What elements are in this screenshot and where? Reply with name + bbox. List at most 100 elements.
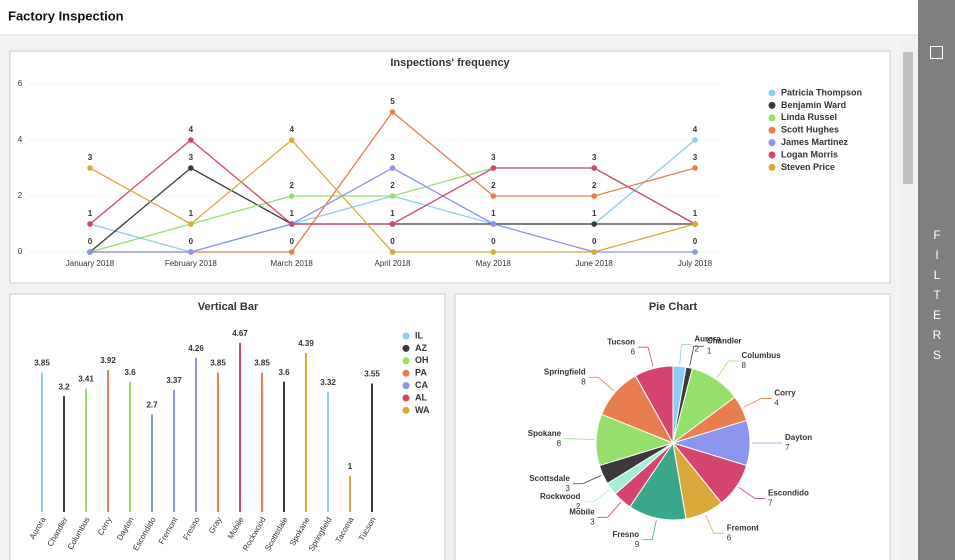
page-title: Factory Inspection <box>8 8 124 23</box>
value-label: 4.39 <box>298 339 314 348</box>
legend-label: Benjamin Ward <box>781 100 846 110</box>
value-label: 3 <box>390 153 395 162</box>
value-label: 3.6 <box>124 368 136 377</box>
value-label: 3 <box>491 153 496 162</box>
value-label: 3.55 <box>364 370 380 379</box>
value-label: 0 <box>88 237 93 246</box>
value-label: 3.2 <box>58 382 70 391</box>
slice-label: Spokane <box>528 429 562 438</box>
legend-label: AL <box>415 392 427 402</box>
value-label: 3.85 <box>34 359 50 368</box>
value-label: 3 <box>88 153 93 162</box>
collapse-button[interactable] <box>930 46 943 59</box>
legend-marker <box>402 332 410 340</box>
bar <box>283 381 285 512</box>
slice-value: 7 <box>785 443 790 452</box>
value-label: 3.41 <box>78 375 94 384</box>
filter-sidebar[interactable]: FILTERS <box>918 0 955 560</box>
legend-label: PA <box>415 368 427 378</box>
value-label: 4.67 <box>232 329 248 338</box>
point <box>490 165 497 171</box>
legend-marker <box>768 163 776 171</box>
x-tick-label: March 2018 <box>271 259 314 268</box>
leader-line <box>689 345 704 366</box>
chart-title: Pie Chart <box>649 301 698 313</box>
value-label: 1 <box>491 209 496 218</box>
legend-marker <box>402 394 410 402</box>
point <box>591 221 597 227</box>
point <box>692 137 698 143</box>
point <box>490 249 497 255</box>
scrollbar-thumb[interactable] <box>903 52 913 184</box>
legend-marker <box>402 344 410 352</box>
point <box>389 165 396 171</box>
value-label: 0 <box>592 237 597 246</box>
value-label: 3.85 <box>210 359 226 368</box>
slice-label: Dayton <box>785 433 812 442</box>
slice-value: 4 <box>774 399 779 408</box>
value-label: 0 <box>189 237 194 246</box>
slice-label: Fremont <box>727 523 759 532</box>
value-label: 0 <box>289 237 294 246</box>
slice-value: 2 <box>576 502 581 511</box>
point <box>591 249 597 255</box>
x-tick-label: April 2018 <box>374 259 411 268</box>
point <box>288 249 295 255</box>
x-tick-label: January 2018 <box>66 259 115 268</box>
leader-line <box>638 346 654 367</box>
x-tick-label: July 2018 <box>678 259 713 268</box>
bar <box>85 388 87 512</box>
bar <box>239 342 241 512</box>
slice-value: 2 <box>694 344 699 353</box>
legend-marker <box>768 101 776 109</box>
legend-label: Patricia Thompson <box>781 87 862 97</box>
slice-value: 1 <box>707 346 712 355</box>
legend-marker <box>768 126 776 134</box>
value-label: 0 <box>390 237 395 246</box>
legend-marker <box>402 357 410 365</box>
point <box>288 193 295 199</box>
slice-label: Rockwood <box>540 492 581 501</box>
leader-line <box>588 377 614 392</box>
bar <box>217 372 219 512</box>
slice-label: Escondido <box>768 489 809 498</box>
value-label: 2 <box>390 181 395 190</box>
point <box>188 221 194 227</box>
slice-value: 3 <box>565 484 570 493</box>
slice-label: Springfield <box>544 368 586 377</box>
slice-value: 8 <box>741 361 746 370</box>
slice-value: 8 <box>581 378 586 387</box>
slice-label: Chandler <box>707 336 742 345</box>
value-label: 1 <box>693 209 698 218</box>
legend-marker <box>402 382 410 390</box>
x-tick-label: June 2018 <box>575 259 613 268</box>
legend-marker <box>768 151 776 159</box>
slice-value: 6 <box>727 533 732 542</box>
leader-line <box>743 398 772 408</box>
bar <box>261 372 263 512</box>
leader-line <box>572 475 602 485</box>
value-label: 4 <box>189 125 194 134</box>
legend-label: IL <box>415 330 424 340</box>
panel <box>9 293 446 560</box>
value-label: 1 <box>348 462 353 471</box>
legend-marker <box>768 89 776 97</box>
value-label: 3 <box>693 153 698 162</box>
point <box>692 221 698 227</box>
value-label: 5 <box>390 97 395 106</box>
slice-label: Columbus <box>741 351 781 360</box>
point <box>188 249 194 255</box>
value-label: 3.92 <box>100 356 116 365</box>
filter-label[interactable]: FILTERS <box>930 228 944 368</box>
value-label: 0 <box>693 237 698 246</box>
slice-label: Corry <box>774 389 796 398</box>
value-label: 3.32 <box>320 378 336 387</box>
legend-label: Scott Hughes <box>781 125 839 135</box>
value-label: 3.85 <box>254 359 270 368</box>
point <box>692 249 698 255</box>
leader-line <box>679 343 692 365</box>
x-tick-label: February 2018 <box>165 259 218 268</box>
value-label: 4 <box>693 125 698 134</box>
